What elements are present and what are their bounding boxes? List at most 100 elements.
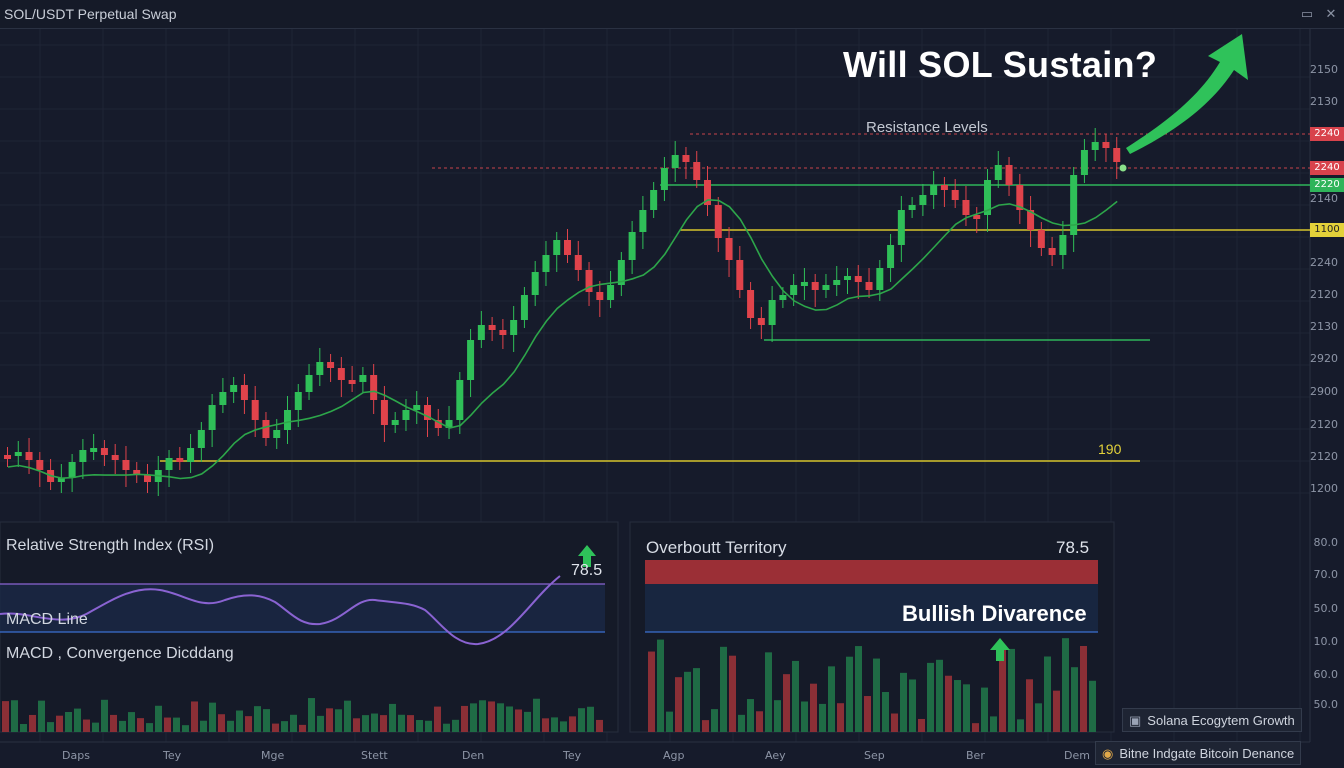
candle-body[interactable]: [1102, 142, 1110, 148]
candle-body[interactable]: [725, 238, 733, 260]
candle-body[interactable]: [671, 155, 679, 168]
minimize-icon[interactable]: ▭: [1300, 6, 1314, 21]
candle-body[interactable]: [445, 420, 453, 428]
candle-body[interactable]: [348, 380, 356, 384]
candle-body[interactable]: [973, 215, 981, 219]
candle-body[interactable]: [951, 190, 959, 200]
candle-body[interactable]: [908, 205, 916, 210]
candle-body[interactable]: [262, 420, 270, 438]
candle-body[interactable]: [1070, 175, 1078, 235]
candle-body[interactable]: [1080, 150, 1088, 175]
candle-body[interactable]: [897, 210, 905, 245]
candle-body[interactable]: [25, 452, 33, 460]
candle-body[interactable]: [682, 155, 690, 162]
badge-ecosystem[interactable]: ▣ Solana Ecogytem Growth: [1122, 708, 1302, 732]
candle-body[interactable]: [930, 185, 938, 195]
candle-body[interactable]: [305, 375, 313, 392]
candle-body[interactable]: [90, 448, 98, 452]
candle-body[interactable]: [822, 285, 830, 290]
candle-body[interactable]: [273, 430, 281, 438]
candle-body[interactable]: [800, 282, 808, 286]
candle-body[interactable]: [607, 285, 615, 300]
candle-body[interactable]: [542, 255, 550, 272]
candle-body[interactable]: [111, 455, 119, 460]
candle-body[interactable]: [531, 272, 539, 295]
candle-body[interactable]: [984, 180, 991, 215]
candle-body[interactable]: [919, 195, 927, 205]
candle-body[interactable]: [176, 458, 184, 462]
candle-body[interactable]: [197, 430, 205, 448]
candle-body[interactable]: [940, 185, 948, 190]
candle-body[interactable]: [628, 232, 636, 260]
candle-body[interactable]: [240, 385, 248, 400]
candle-body[interactable]: [768, 300, 776, 325]
candle-body[interactable]: [337, 368, 345, 380]
candle-body[interactable]: [1027, 210, 1035, 230]
candle-body[interactable]: [294, 392, 302, 410]
candle-body[interactable]: [650, 190, 658, 210]
candle-body[interactable]: [1059, 235, 1067, 255]
candle-body[interactable]: [14, 452, 22, 456]
candle-body[interactable]: [510, 320, 518, 335]
candle-body[interactable]: [402, 410, 410, 420]
candle-body[interactable]: [251, 400, 259, 420]
candle-body[interactable]: [714, 205, 722, 238]
candle-body[interactable]: [520, 295, 528, 320]
candle-body[interactable]: [122, 460, 130, 470]
candle-body[interactable]: [865, 282, 873, 290]
candle-body[interactable]: [1016, 185, 1024, 210]
badge-bitcoin[interactable]: ◉ Bitne Indgate Bitcoin Denance: [1095, 741, 1302, 765]
candle-body[interactable]: [36, 460, 44, 470]
candle-body[interactable]: [887, 245, 895, 268]
candle-body[interactable]: [327, 362, 335, 368]
candle-body[interactable]: [57, 478, 65, 482]
candle-body[interactable]: [844, 276, 851, 280]
candle-body[interactable]: [693, 162, 701, 180]
candle-body[interactable]: [230, 385, 238, 392]
candle-body[interactable]: [660, 168, 668, 190]
candle-body[interactable]: [413, 405, 421, 410]
candle-body[interactable]: [747, 290, 755, 318]
candle-body[interactable]: [79, 450, 87, 462]
candle-body[interactable]: [585, 270, 593, 292]
candle-body[interactable]: [370, 375, 378, 400]
candle-body[interactable]: [316, 362, 324, 375]
candle-body[interactable]: [790, 285, 798, 295]
candle-body[interactable]: [617, 260, 625, 285]
candle-body[interactable]: [133, 470, 141, 475]
candle-body[interactable]: [994, 165, 1002, 180]
candle-body[interactable]: [833, 280, 841, 285]
candle-body[interactable]: [574, 255, 582, 270]
candle-body[interactable]: [434, 420, 442, 428]
candle-body[interactable]: [165, 458, 173, 470]
candle-body[interactable]: [391, 420, 399, 425]
candle-body[interactable]: [467, 340, 475, 380]
candle-body[interactable]: [424, 405, 431, 420]
candle-body[interactable]: [488, 325, 496, 330]
candle-body[interactable]: [208, 405, 216, 430]
candle-body[interactable]: [811, 282, 819, 290]
candle-body[interactable]: [736, 260, 744, 290]
candle-body[interactable]: [68, 462, 76, 478]
candle-body[interactable]: [596, 292, 604, 300]
candle-body[interactable]: [757, 318, 765, 325]
candle-body[interactable]: [1037, 230, 1045, 248]
candle-body[interactable]: [639, 210, 647, 232]
candle-body[interactable]: [380, 400, 388, 425]
candle-body[interactable]: [187, 448, 195, 462]
candle-body[interactable]: [1005, 165, 1013, 185]
candle-body[interactable]: [854, 276, 862, 282]
candle-body[interactable]: [962, 200, 970, 215]
candle-body[interactable]: [779, 295, 787, 300]
candle-body[interactable]: [4, 455, 11, 459]
candle-body[interactable]: [284, 410, 291, 430]
candle-body[interactable]: [499, 330, 507, 335]
candle-body[interactable]: [553, 240, 561, 255]
candle-body[interactable]: [1091, 142, 1099, 150]
close-icon[interactable]: ✕: [1325, 6, 1337, 21]
candle-body[interactable]: [359, 375, 367, 382]
candle-body[interactable]: [1113, 148, 1121, 162]
candle-body[interactable]: [1048, 248, 1056, 255]
candle-body[interactable]: [100, 448, 108, 455]
